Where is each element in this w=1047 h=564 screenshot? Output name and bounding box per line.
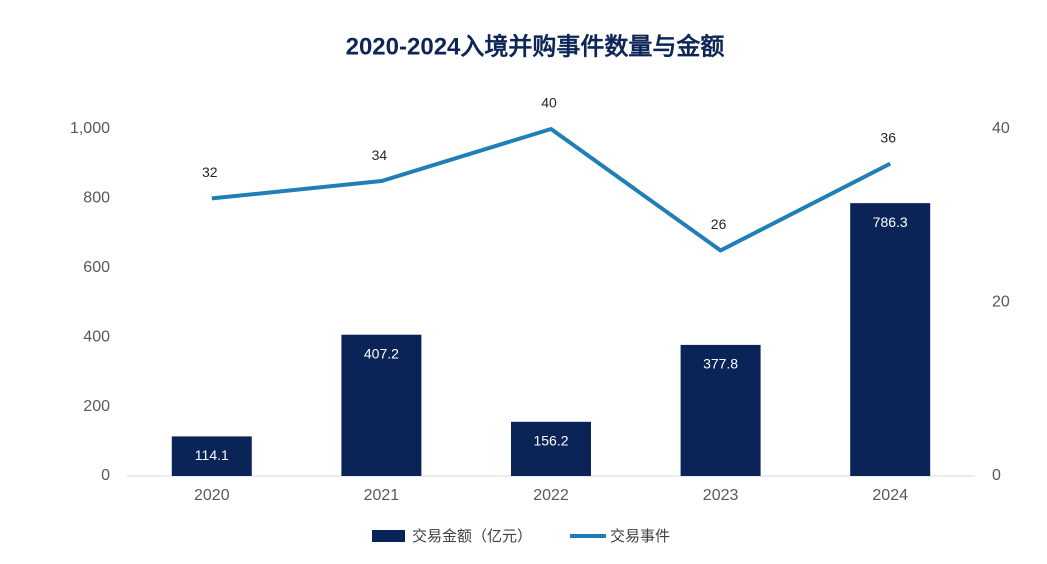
bar (680, 344, 761, 476)
bar-value-label: 786.3 (873, 214, 908, 230)
bar (171, 436, 252, 476)
x-tick-label: 2022 (533, 487, 569, 504)
bar-value-label: 377.8 (703, 356, 738, 372)
y-tick-label: 400 (83, 328, 110, 345)
bar-value-label: 114.1 (195, 447, 229, 463)
bar (511, 421, 591, 476)
x-tick-label: 2021 (364, 487, 400, 504)
y-tick-label: 600 (83, 259, 110, 276)
y2-tick-label: 40 (992, 120, 1010, 137)
line-value-label: 40 (541, 95, 557, 111)
y-tick-label: 1,000 (70, 120, 110, 137)
bar-value-label: 156.2 (533, 433, 568, 449)
y-tick-label: 200 (83, 398, 110, 415)
line-value-label: 26 (711, 216, 727, 232)
bar-value-label: 407.2 (364, 345, 399, 361)
bar (341, 334, 422, 476)
x-tick-label: 2024 (872, 487, 908, 504)
legend-label: 交易事件 (610, 527, 670, 545)
y2-tick-label: 0 (992, 467, 1001, 484)
y-tick-label: 800 (83, 190, 110, 207)
line-value-label: 34 (372, 147, 388, 163)
bar (850, 203, 931, 476)
y2-tick-label: 20 (992, 294, 1010, 311)
line-value-label: 32 (202, 164, 218, 180)
y-tick-label: 0 (101, 467, 110, 484)
legend-label: 交易金额（亿元） (412, 527, 532, 545)
line (211, 127, 892, 253)
x-tick-label: 2020 (194, 487, 230, 504)
line-value-label: 36 (880, 129, 896, 145)
chart-title: 2020-2024入境并购事件数量与金额 (346, 32, 725, 60)
legend-swatch (372, 530, 405, 542)
x-tick-label: 2023 (703, 487, 739, 504)
